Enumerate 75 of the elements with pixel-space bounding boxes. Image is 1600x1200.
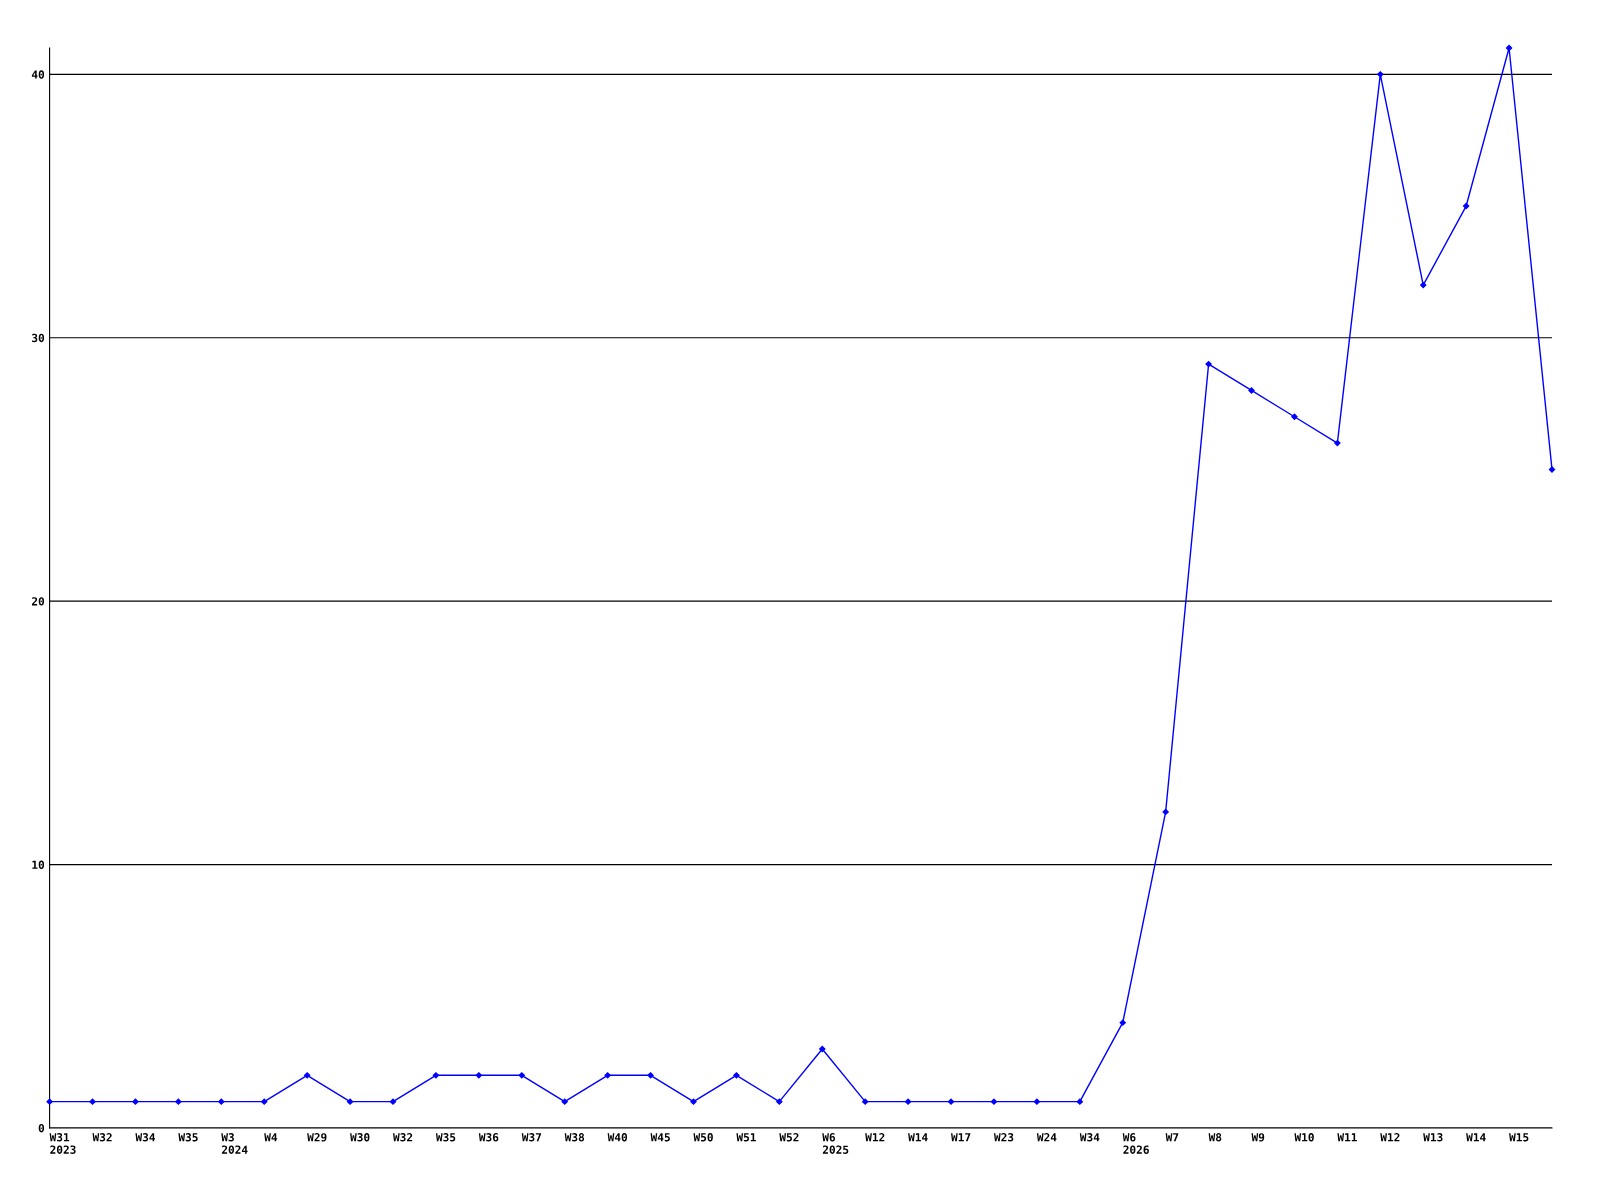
x-tick-label: W6 2026	[1122, 1133, 1149, 1154]
point	[990, 1098, 998, 1105]
x-tick-label: W8	[1208, 1133, 1222, 1142]
point	[819, 1045, 826, 1053]
x-tick-label: W52	[779, 1133, 799, 1142]
x-tick-label: W31 2023	[49, 1133, 76, 1154]
x-tick-label: W35	[435, 1133, 456, 1142]
point	[1205, 360, 1212, 368]
y-tick-label: 40	[31, 70, 45, 79]
point	[904, 1098, 912, 1105]
point	[175, 1098, 182, 1105]
point	[1248, 387, 1255, 394]
point	[690, 1098, 697, 1105]
point	[1505, 44, 1513, 52]
point	[1119, 1019, 1126, 1026]
x-tick-label: W4	[264, 1133, 278, 1142]
y-tick-label: 10	[32, 860, 45, 869]
point	[132, 1098, 139, 1105]
x-tick-label: W36	[478, 1133, 499, 1142]
x-tick-label: W13	[1423, 1133, 1443, 1142]
x-tick-label: W7	[1165, 1133, 1179, 1142]
x-tick-label: W30	[350, 1133, 370, 1142]
y-tick-label: 20	[31, 597, 45, 606]
point	[1291, 413, 1298, 420]
point	[218, 1098, 225, 1105]
point	[89, 1098, 96, 1105]
x-tick-label: W34	[135, 1133, 156, 1142]
x-tick-label: W29	[307, 1133, 327, 1142]
point	[1076, 1098, 1083, 1105]
point	[46, 1098, 53, 1105]
x-tick-label: W32	[92, 1133, 112, 1142]
point	[518, 1072, 525, 1079]
x-tick-label: W37	[521, 1133, 542, 1142]
point	[604, 1072, 611, 1079]
point	[1463, 202, 1470, 210]
point	[261, 1098, 268, 1105]
point	[1033, 1098, 1041, 1105]
point	[346, 1098, 354, 1105]
point	[1377, 71, 1384, 78]
x-tick-label: W14	[1466, 1133, 1486, 1142]
point	[733, 1072, 740, 1079]
x-tick-label: W38	[564, 1133, 585, 1142]
point	[561, 1098, 568, 1105]
x-tick-label: W6 2025	[822, 1133, 849, 1154]
point	[432, 1072, 440, 1079]
x-tick-label: W3 2024	[221, 1133, 248, 1154]
x-tick-label: W50	[693, 1133, 713, 1142]
x-tick-label: W12	[865, 1133, 885, 1142]
x-tick-label: W9	[1251, 1133, 1265, 1142]
x-tick-label: W10	[1294, 1133, 1314, 1142]
point	[1420, 281, 1427, 289]
y-tick-label: 0	[38, 1123, 45, 1133]
point	[947, 1098, 955, 1105]
point	[862, 1098, 869, 1105]
point	[1334, 439, 1341, 447]
x-tick-label: W40	[607, 1133, 628, 1142]
y-tick-label: 30	[32, 333, 45, 343]
point	[304, 1072, 311, 1079]
x-tick-label: W24	[1036, 1133, 1057, 1142]
point	[1162, 808, 1169, 816]
x-tick-label: W32	[393, 1133, 413, 1142]
x-tick-label: W11	[1337, 1133, 1357, 1142]
x-tick-label: W12	[1380, 1133, 1400, 1142]
x-tick-label: W35	[178, 1133, 198, 1142]
x-tick-label: W15	[1509, 1133, 1529, 1142]
point	[647, 1072, 654, 1079]
x-tick-label: W17	[951, 1133, 971, 1142]
point	[389, 1098, 397, 1105]
x-tick-label: W14	[908, 1133, 928, 1142]
point	[776, 1098, 783, 1105]
x-tick-label: W34	[1079, 1133, 1100, 1142]
x-tick-label: W23	[993, 1133, 1014, 1142]
x-tick-label: W51	[736, 1133, 756, 1142]
point	[475, 1072, 483, 1079]
x-tick-label: W45	[650, 1133, 670, 1142]
